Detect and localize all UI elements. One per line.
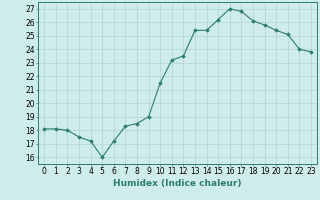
X-axis label: Humidex (Indice chaleur): Humidex (Indice chaleur) [113,179,242,188]
